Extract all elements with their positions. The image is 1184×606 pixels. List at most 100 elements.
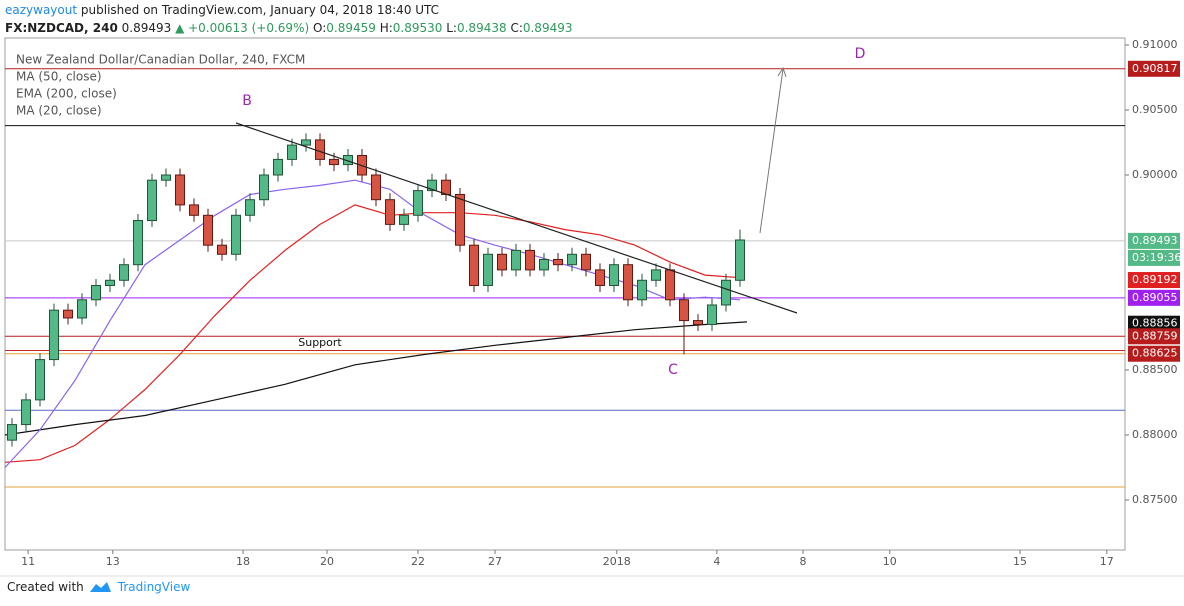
candle-body: [301, 139, 311, 146]
candle-body: [735, 239, 745, 281]
symbol: FX:NZDCAD, 240: [5, 21, 118, 35]
candle-body: [707, 304, 717, 325]
candle-body: [245, 199, 255, 216]
y-tick-label: 0.91000: [1132, 38, 1178, 51]
price-label-box: [1128, 328, 1180, 345]
candle-body: [231, 214, 241, 255]
logo-shape: [90, 582, 111, 592]
change: ▲ +0.00613 (+0.69%): [175, 21, 310, 35]
candle-body: [343, 155, 353, 166]
candle-body: [455, 193, 465, 246]
arrow-head: [777, 66, 787, 78]
h-label: H:: [379, 21, 393, 35]
author[interactable]: eazywayout: [5, 3, 78, 17]
price-label: 0.88759: [1132, 329, 1178, 342]
footer: Created with TradingView: [7, 580, 190, 594]
countdown-box: [1128, 249, 1180, 266]
candle-body: [553, 258, 563, 266]
candle-body: [217, 244, 227, 255]
chart-title: New Zealand Dollar/Canadian Dollar, 240,…: [16, 53, 305, 67]
x-tick-label: 10: [883, 555, 897, 568]
candle-body: [567, 253, 577, 266]
candle-body: [7, 424, 17, 441]
close: 0.89493: [522, 21, 573, 35]
candle-body: [721, 279, 731, 306]
candle-body: [189, 204, 199, 216]
ma-line: [4, 204, 741, 463]
candle-body: [105, 279, 115, 286]
countdown: 03:19:36: [1132, 251, 1181, 264]
candle-body: [315, 139, 325, 160]
candle-body: [539, 258, 549, 271]
candle-body: [133, 219, 143, 266]
candle-body: [49, 309, 59, 361]
candle-body: [413, 190, 423, 216]
candle-body: [385, 199, 395, 225]
annotation: B: [242, 93, 252, 109]
candle-body: [63, 309, 73, 319]
ma-line: [4, 321, 748, 436]
candle-body: [161, 174, 171, 181]
quote-line: FX:NZDCAD, 240 0.89493 ▲ +0.00613 (+0.69…: [5, 21, 572, 35]
candle-body: [497, 253, 507, 271]
candle-body: [469, 244, 479, 286]
y-tick-label: 0.90000: [1132, 168, 1178, 181]
candle-body: [91, 284, 101, 301]
l-label: L:: [446, 21, 457, 35]
legend-entry: MA (50, close): [16, 70, 102, 84]
x-tick-label: 11: [21, 555, 35, 568]
footer-text: Created with: [7, 580, 84, 594]
candle-body: [665, 269, 675, 301]
legend-entry: MA (20, close): [16, 104, 102, 118]
candle-body: [483, 253, 493, 286]
candle-body: [651, 269, 661, 281]
candle-body: [21, 399, 31, 426]
candle-body: [329, 158, 339, 166]
candle-body: [511, 249, 521, 271]
candle-body: [259, 174, 269, 201]
legend-entry: EMA (200, close): [16, 87, 117, 101]
y-tick-label: 0.90500: [1132, 103, 1178, 116]
candle-body: [609, 264, 619, 286]
candle-body: [441, 179, 451, 195]
y-tick-label: 0.88000: [1132, 428, 1178, 441]
annotation: Support: [298, 336, 342, 349]
candle-body: [623, 264, 633, 301]
candle-body: [35, 359, 45, 401]
annotation: C: [668, 362, 678, 378]
open: 0.89459: [326, 21, 376, 35]
candle-body: [595, 269, 605, 286]
x-tick-label: 27: [488, 555, 502, 568]
candle-body: [427, 179, 437, 192]
x-tick-label: 22: [411, 555, 425, 568]
price-label: 0.89192: [1132, 273, 1178, 286]
low: 0.89438: [456, 21, 507, 35]
candle-body: [399, 214, 409, 225]
x-tick-label: 20: [320, 555, 334, 568]
price-label-box: [1128, 272, 1180, 289]
candle-body: [287, 144, 297, 160]
candle-body: [203, 214, 213, 246]
trend-line: [235, 122, 798, 314]
price-label: 0.90817: [1132, 62, 1178, 75]
candle-body: [525, 249, 535, 271]
price-label-box: [1128, 345, 1180, 362]
header-line: eazywayout published on TradingView.com,…: [5, 3, 439, 17]
logo: [90, 582, 111, 592]
x-tick-label: 8: [800, 555, 807, 568]
annotation: D: [855, 46, 866, 62]
o-label: O:: [312, 21, 327, 35]
candle-body: [77, 299, 87, 319]
x-tick-label: 2018: [603, 555, 631, 568]
candle-body: [273, 158, 283, 176]
x-tick-label: 18: [236, 555, 250, 568]
candle-body: [679, 299, 689, 322]
price-label: 0.89055: [1132, 291, 1178, 304]
price-label-box: [1128, 315, 1180, 332]
price-label: 0.88856: [1132, 317, 1178, 330]
last: 0.89493: [121, 21, 172, 35]
footer-brand[interactable]: TradingView: [117, 580, 191, 594]
price-label: 0.88625: [1132, 347, 1178, 360]
